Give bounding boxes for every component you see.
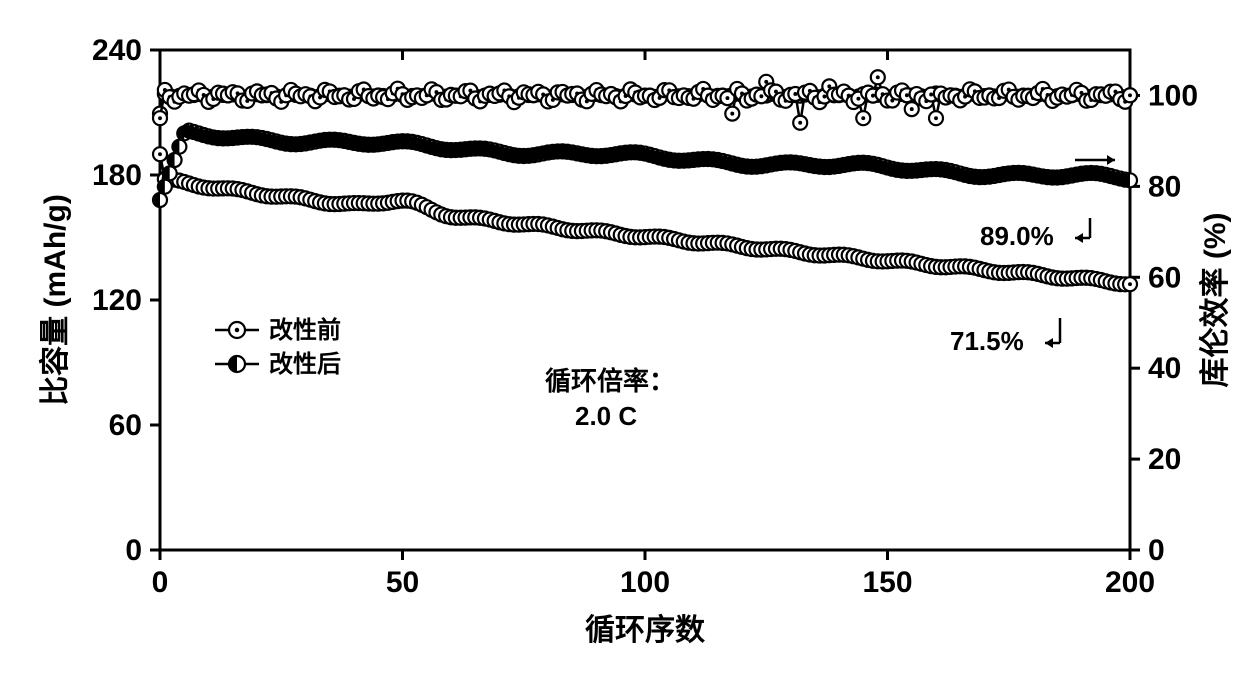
svg-text:89.0%: 89.0% [980,221,1054,251]
svg-text:71.5%: 71.5% [950,326,1024,356]
svg-text:循环倍率：: 循环倍率： [545,366,675,396]
svg-text:50: 50 [386,566,419,599]
svg-text:0: 0 [152,566,169,599]
svg-text:240: 240 [92,34,142,67]
svg-text:循环序数: 循环序数 [585,613,706,647]
chart-container: 0 50 100 150 200 循环序数 0 60 120 180 240 比容量 (mAh/g) 0… [20,20,1239,664]
svg-text:20: 20 [1148,443,1181,476]
svg-text:60: 60 [109,409,142,442]
svg-text:40: 40 [1148,352,1181,385]
svg-text:120: 120 [92,284,142,317]
svg-text:比容量 (mAh/g): 比容量 (mAh/g) [39,194,72,406]
svg-text:100: 100 [1148,79,1198,112]
svg-text:改性后: 改性后 [269,351,341,378]
svg-text:80: 80 [1148,170,1181,203]
svg-text:60: 60 [1148,261,1181,294]
cycling-chart: 0 50 100 150 200 循环序数 0 60 120 180 240 比容量 (mAh/g) 0… [20,20,1239,664]
svg-text:180: 180 [92,159,142,192]
svg-text:100: 100 [620,566,670,599]
svg-text:改性前: 改性前 [269,316,341,344]
svg-text:150: 150 [862,566,912,599]
svg-text:0: 0 [125,534,142,567]
svg-text:库伦效率 (%): 库伦效率 (%) [1199,213,1232,388]
svg-text:0: 0 [1148,534,1165,567]
svg-text:2.0 C: 2.0 C [575,401,637,431]
svg-text:200: 200 [1105,566,1155,599]
